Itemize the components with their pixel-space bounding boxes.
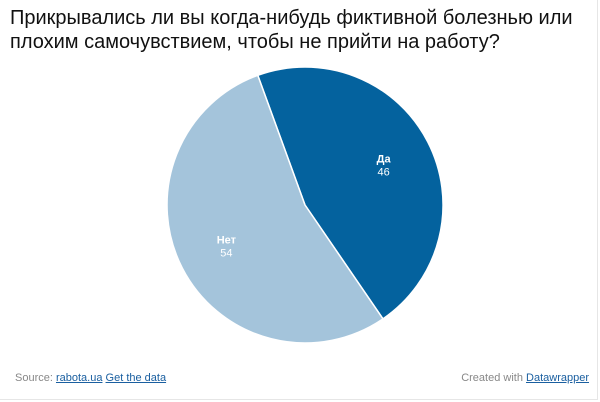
slice-label-0: Да: [377, 154, 392, 166]
created-with-prefix: Created with: [461, 372, 523, 384]
slice-value-0: 46: [377, 167, 389, 179]
pie-slice-1[interactable]: [166, 74, 385, 344]
source-prefix: Source:: [15, 372, 53, 384]
source-link[interactable]: rabota.ua: [55, 372, 103, 384]
datawrapper-link[interactable]: Datawrapper: [526, 372, 589, 384]
chart-title: Прикрывались ли вы когда-нибудь фиктивно…: [10, 7, 573, 53]
slice-value-1: 54: [220, 247, 232, 259]
slice-label-1: Нет: [217, 234, 237, 246]
get-data-link[interactable]: Get the data: [105, 372, 167, 384]
pie-slice-0[interactable]: [256, 66, 444, 320]
source-line: Source: rabota.ua Get the data: [15, 372, 166, 384]
created-with-line: Created with Datawrapper: [461, 372, 589, 384]
